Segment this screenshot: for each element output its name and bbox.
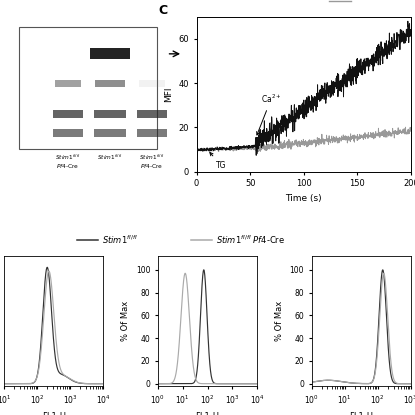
Text: $\it{Stim1}^{\it{fl/fl}}$: $\it{Stim1}^{\it{fl/fl}}$ — [102, 233, 138, 246]
Text: TG: TG — [210, 152, 226, 170]
Bar — [139, 80, 165, 87]
Text: Ca$^{2+}$: Ca$^{2+}$ — [256, 93, 281, 135]
Bar — [54, 110, 83, 118]
Bar — [137, 110, 166, 118]
Text: $\it{Pf4}$-Cre: $\it{Pf4}$-Cre — [140, 163, 164, 171]
Y-axis label: MFI: MFI — [164, 86, 173, 102]
Text: $\it{Stim1}^{\it{fl/fl}}$: $\it{Stim1}^{\it{fl/fl}}$ — [55, 153, 81, 162]
Text: $\it{Stim1}^{\it{fl/fl}}$: $\it{Stim1}^{\it{fl/fl}}$ — [97, 153, 123, 162]
Text: $\it{Stim1}^{\it{fl/fl}}$ $\it{Pf4}$-: $\it{Stim1}^{\it{fl/fl}}$ $\it{Pf4}$- — [353, 0, 403, 2]
X-axis label: Time (s): Time (s) — [286, 194, 322, 203]
Y-axis label: % Of Max: % Of Max — [275, 301, 284, 341]
Bar — [54, 129, 83, 137]
Bar — [94, 110, 127, 118]
Y-axis label: % Of Max: % Of Max — [121, 301, 130, 341]
Text: $\it{Pf4}$-Cre: $\it{Pf4}$-Cre — [56, 163, 80, 171]
Text: C: C — [158, 4, 167, 17]
Bar — [95, 80, 124, 87]
Bar — [19, 27, 157, 149]
Bar — [137, 129, 166, 137]
Text: $\it{Stim1}^{\it{fl/fl}}$: $\it{Stim1}^{\it{fl/fl}}$ — [139, 153, 165, 162]
Bar — [90, 49, 130, 59]
X-axis label: FL1-H: FL1-H — [349, 412, 374, 415]
Bar — [94, 129, 127, 137]
X-axis label: FL1-H: FL1-H — [195, 412, 220, 415]
Text: $\it{Stim1}^{\it{fl/fl}}$ $\it{Pf4}$-Cre: $\it{Stim1}^{\it{fl/fl}}$ $\it{Pf4}$-Cre — [216, 233, 285, 246]
Bar — [55, 80, 81, 87]
X-axis label: FL1-H: FL1-H — [42, 412, 66, 415]
